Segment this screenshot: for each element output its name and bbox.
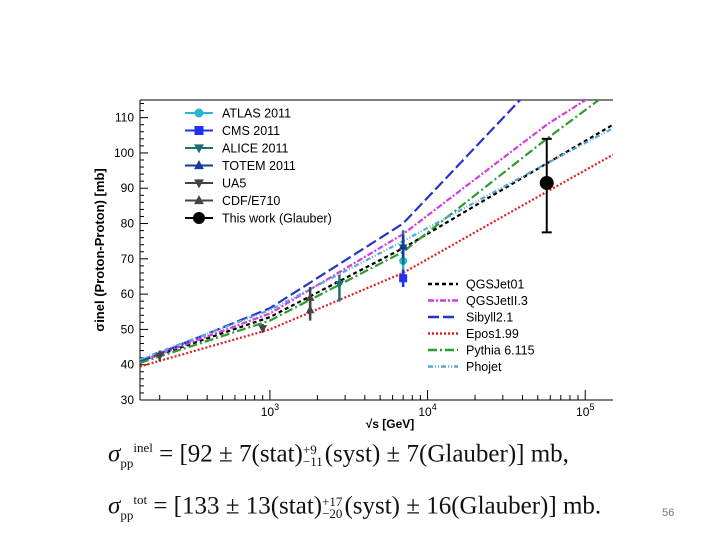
legend-label: TOTEM 2011 bbox=[222, 159, 296, 173]
legend-label: Phojet bbox=[466, 360, 502, 374]
x-tick-base: 10 bbox=[576, 405, 590, 419]
model-curve bbox=[140, 123, 613, 363]
formula-symbol: σ bbox=[108, 440, 121, 468]
y-tick-label: 80 bbox=[121, 217, 135, 231]
y-tick-label: 100 bbox=[114, 146, 134, 160]
model-curve bbox=[140, 100, 588, 363]
x-tick-exponent: 4 bbox=[432, 402, 437, 412]
x-tick-base: 10 bbox=[418, 405, 432, 419]
formula-err-up: +17 bbox=[322, 493, 343, 509]
y-tick-label: 30 bbox=[121, 393, 135, 407]
legend-label: CMS 2011 bbox=[222, 124, 280, 138]
legend-label: This work (Glauber) bbox=[222, 212, 332, 226]
model-curve bbox=[140, 100, 522, 363]
data-point bbox=[539, 175, 554, 190]
data-point bbox=[258, 325, 268, 334]
formula-body-post: (syst) ± 7(Glauber)] mb, bbox=[324, 440, 569, 468]
legend-label: CDF/E710 bbox=[222, 194, 280, 208]
model-curves bbox=[140, 100, 613, 368]
x-tick-exponent: 3 bbox=[274, 402, 279, 412]
formula-err-down: −20 bbox=[322, 505, 343, 521]
page-number: 56 bbox=[662, 507, 675, 519]
y-tick-label: 60 bbox=[121, 287, 135, 301]
legend-marker bbox=[194, 126, 204, 135]
data-point bbox=[155, 352, 165, 361]
x-tick-base: 10 bbox=[261, 405, 275, 419]
formula-body-post: (syst) ± 16(Glauber)] mb. bbox=[344, 492, 602, 520]
legend-label: ATLAS 2011 bbox=[222, 107, 291, 121]
model-curve bbox=[140, 127, 613, 361]
data-point bbox=[305, 305, 315, 314]
model-curve bbox=[140, 100, 601, 364]
x-tick-label: 104 bbox=[418, 402, 436, 419]
legend-models: QGSJet01 QGSJetII.3 Sibyll2.1 Epos1.99 Pythi… bbox=[428, 278, 535, 374]
formula-sup: tot bbox=[133, 492, 148, 507]
y-tick-label: 90 bbox=[121, 181, 135, 195]
formula-body-pre: = [92 ± 7(stat) bbox=[159, 440, 303, 468]
y-tick-label: 40 bbox=[121, 358, 135, 372]
legend-label: UA5 bbox=[222, 177, 246, 191]
y-tick-label: 70 bbox=[121, 252, 135, 266]
x-tick-exponent: 5 bbox=[589, 402, 594, 412]
formula-body-pre: = [133 ± 13(stat) bbox=[153, 492, 323, 520]
x-axis-label: √s [GeV] bbox=[366, 417, 415, 431]
formula-err-up: +9 bbox=[302, 441, 317, 457]
y-tick-label: 110 bbox=[115, 111, 134, 125]
formula-total: σpptot = [133 ± 13(stat) +17 −20 (syst) ± 1… bbox=[108, 492, 601, 523]
legend-marker bbox=[194, 179, 204, 189]
formula-syst-error: +9 −11 bbox=[302, 441, 323, 469]
legend-marker bbox=[194, 144, 204, 154]
data-point bbox=[398, 241, 408, 250]
legend-label: Sibyll2.1 bbox=[466, 311, 513, 325]
legend-marker bbox=[193, 212, 205, 224]
legend-measurements: ATLAS 2011 CMS 2011 ALICE 2011 TOTEM 2011 UA… bbox=[185, 107, 332, 226]
legend-marker bbox=[194, 108, 204, 118]
legend-label: QGSJet01 bbox=[466, 278, 524, 292]
legend-label: Pythia 6.115 bbox=[466, 344, 535, 358]
formula-syst-error: +17 −20 bbox=[322, 493, 343, 521]
data-point bbox=[399, 274, 408, 283]
y-axis-label: σinel (Proton-Proton) [mb] bbox=[92, 168, 107, 331]
x-tick-label: 105 bbox=[576, 402, 594, 419]
x-tick-label: 103 bbox=[261, 402, 279, 419]
legend-label: Epos1.99 bbox=[466, 327, 519, 341]
data-point bbox=[335, 281, 344, 290]
legend-label: QGSJetII.3 bbox=[466, 294, 528, 308]
formula-sup: inel bbox=[133, 440, 153, 455]
formula-err-down: −11 bbox=[302, 453, 323, 469]
y-tick-label: 50 bbox=[121, 322, 135, 336]
legend-marker bbox=[194, 160, 204, 170]
formula-sub: pp bbox=[120, 455, 134, 471]
formula-symbol: σ bbox=[108, 492, 121, 520]
formula-sub: pp bbox=[120, 507, 134, 523]
legend-label: ALICE 2011 bbox=[222, 142, 289, 156]
legend-marker bbox=[194, 195, 204, 205]
formula-inelastic: σppinel = [92 ± 7(stat) +9 −11 (syst) ± 7(G… bbox=[108, 440, 569, 471]
data-point bbox=[305, 292, 315, 301]
